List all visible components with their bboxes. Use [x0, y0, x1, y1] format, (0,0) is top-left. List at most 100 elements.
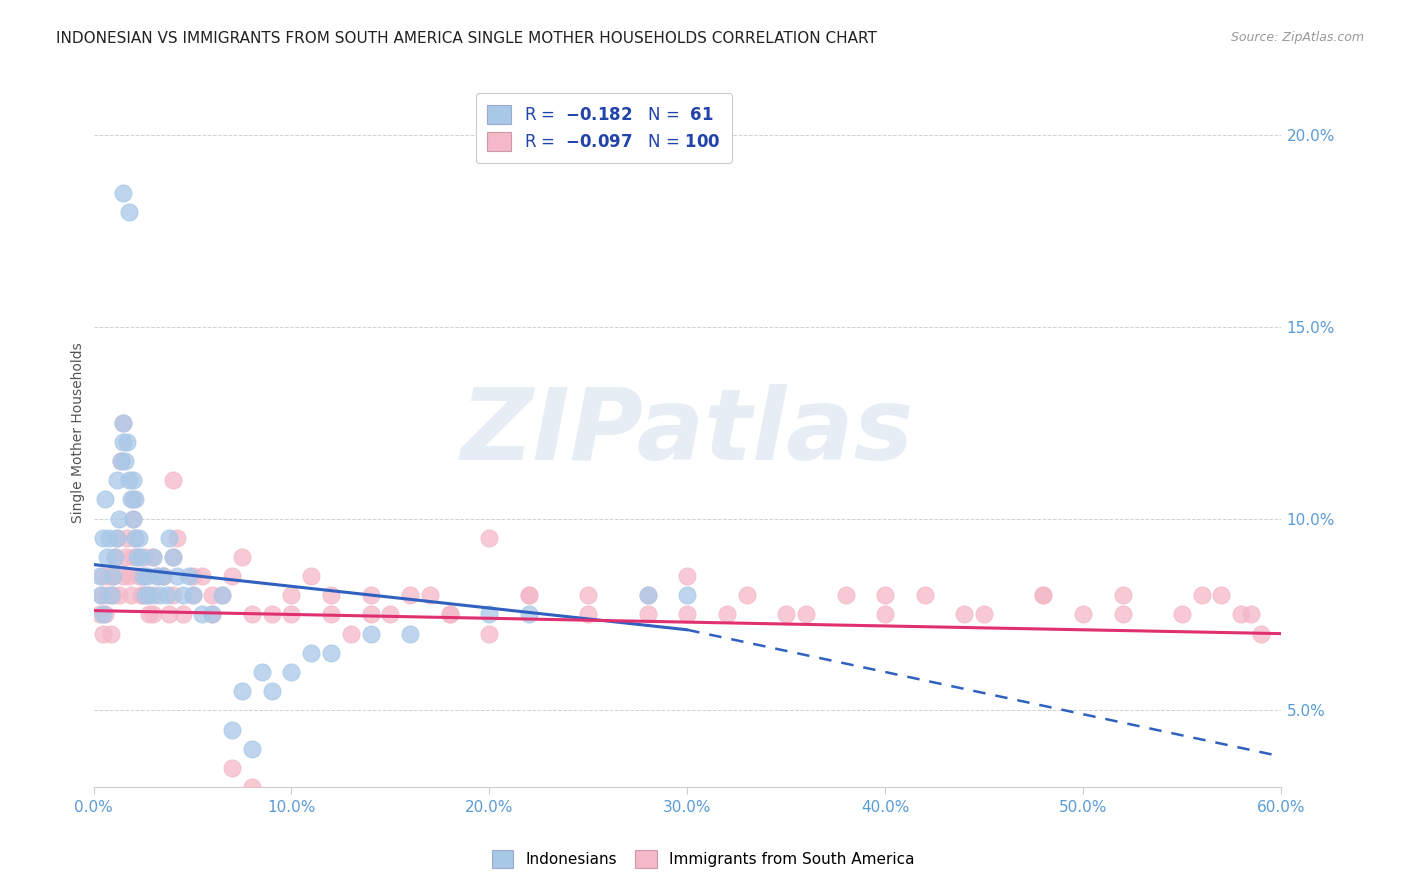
Point [146, 569, 169, 583]
Point [105, 531, 128, 545]
Point [240, 607, 263, 622]
Point [122, 511, 145, 525]
Point [181, 588, 204, 602]
Point [142, 588, 165, 602]
Point [103, 588, 125, 602]
Point [104, 549, 127, 564]
Point [100, 588, 122, 602]
Point [156, 588, 179, 602]
Point [90, 588, 112, 602]
Point [1032, 588, 1054, 602]
Point [142, 549, 165, 564]
Point [152, 569, 174, 583]
Point [128, 569, 150, 583]
Point [794, 607, 817, 622]
Point [136, 588, 159, 602]
Point [191, 607, 214, 622]
Point [114, 549, 136, 564]
Point [162, 549, 184, 564]
Point [118, 473, 141, 487]
Point [875, 588, 897, 602]
Point [419, 588, 441, 602]
Point [105, 531, 128, 545]
Point [319, 607, 342, 622]
Point [1211, 588, 1233, 602]
Point [576, 588, 599, 602]
Point [122, 511, 145, 525]
Point [201, 607, 224, 622]
Point [94, 607, 117, 622]
Point [177, 569, 200, 583]
Point [108, 511, 131, 525]
Point [478, 626, 501, 640]
Point [134, 549, 156, 564]
Point [157, 607, 180, 622]
Point [250, 665, 273, 679]
Text: ZIPatlas: ZIPatlas [461, 384, 914, 481]
Point [122, 473, 145, 487]
Point [124, 492, 146, 507]
Point [973, 607, 995, 622]
Point [132, 588, 155, 602]
Point [120, 588, 142, 602]
Point [360, 588, 382, 602]
Point [162, 473, 184, 487]
Point [93, 626, 115, 640]
Point [280, 607, 302, 622]
Point [953, 607, 976, 622]
Point [380, 607, 402, 622]
Point [127, 549, 149, 564]
Point [114, 454, 136, 468]
Point [221, 569, 243, 583]
Point [1032, 588, 1054, 602]
Point [676, 588, 699, 602]
Point [191, 569, 214, 583]
Point [124, 531, 146, 545]
Point [299, 646, 322, 660]
Point [360, 626, 382, 640]
Point [181, 569, 204, 583]
Point [280, 665, 302, 679]
Point [875, 607, 897, 622]
Point [576, 607, 599, 622]
Point [439, 607, 461, 622]
Point [166, 569, 188, 583]
Point [1230, 607, 1253, 622]
Point [221, 723, 243, 737]
Point [115, 531, 138, 545]
Point [112, 434, 135, 449]
Point [211, 588, 233, 602]
Point [914, 588, 936, 602]
Point [157, 531, 180, 545]
Point [360, 607, 382, 622]
Point [172, 588, 194, 602]
Point [108, 588, 131, 602]
Point [146, 569, 169, 583]
Point [112, 416, 135, 430]
Point [1250, 626, 1272, 640]
Point [122, 549, 145, 564]
Point [260, 684, 283, 698]
Point [439, 607, 461, 622]
Point [115, 434, 138, 449]
Point [142, 607, 165, 622]
Point [260, 607, 283, 622]
Point [1071, 607, 1094, 622]
Point [112, 416, 135, 430]
Point [201, 607, 224, 622]
Point [676, 607, 699, 622]
Point [103, 569, 125, 583]
Point [142, 549, 165, 564]
Point [834, 588, 856, 602]
Point [166, 531, 188, 545]
Point [240, 741, 263, 756]
Point [637, 607, 659, 622]
Point [221, 761, 243, 775]
Point [478, 531, 501, 545]
Point [90, 588, 112, 602]
Point [118, 569, 141, 583]
Point [127, 549, 149, 564]
Point [122, 492, 145, 507]
Point [148, 588, 170, 602]
Point [129, 588, 152, 602]
